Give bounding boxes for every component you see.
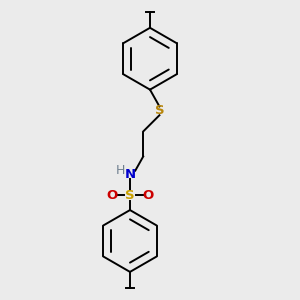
Text: S: S bbox=[125, 189, 135, 202]
Text: H: H bbox=[116, 164, 125, 177]
Text: O: O bbox=[106, 189, 117, 202]
Text: S: S bbox=[154, 104, 164, 117]
Text: O: O bbox=[142, 189, 154, 202]
Text: N: N bbox=[124, 168, 136, 181]
